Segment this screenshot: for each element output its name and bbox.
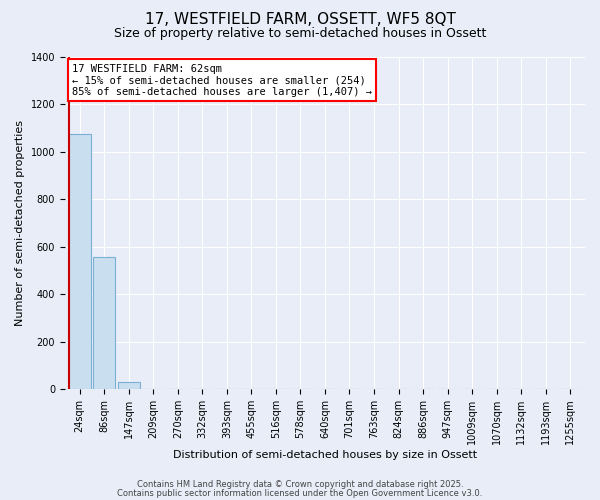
X-axis label: Distribution of semi-detached houses by size in Ossett: Distribution of semi-detached houses by … <box>173 450 477 460</box>
Bar <box>93 257 115 389</box>
Text: Contains HM Land Registry data © Crown copyright and database right 2025.: Contains HM Land Registry data © Crown c… <box>137 480 463 489</box>
Text: Size of property relative to semi-detached houses in Ossett: Size of property relative to semi-detach… <box>114 28 486 40</box>
Text: 17 WESTFIELD FARM: 62sqm
← 15% of semi-detached houses are smaller (254)
85% of : 17 WESTFIELD FARM: 62sqm ← 15% of semi-d… <box>72 64 372 97</box>
Text: 17, WESTFIELD FARM, OSSETT, WF5 8QT: 17, WESTFIELD FARM, OSSETT, WF5 8QT <box>145 12 455 28</box>
Y-axis label: Number of semi-detached properties: Number of semi-detached properties <box>15 120 25 326</box>
Bar <box>68 134 91 389</box>
Text: Contains public sector information licensed under the Open Government Licence v3: Contains public sector information licen… <box>118 488 482 498</box>
Bar <box>118 382 140 389</box>
